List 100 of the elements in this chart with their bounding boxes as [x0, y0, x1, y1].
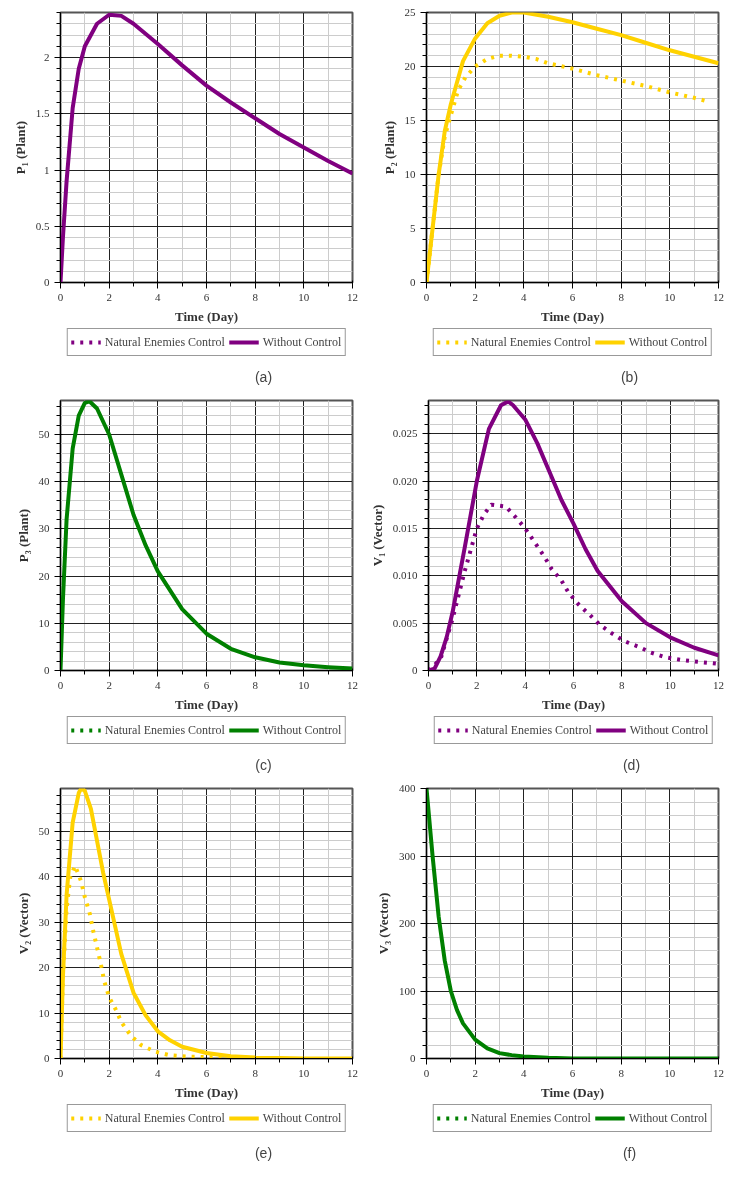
x-tick-label: 6 [569, 1066, 576, 1079]
x-axis-title: Time (Day) [175, 308, 238, 324]
y-tick-label: 200 [399, 917, 416, 929]
x-tick-label: 0 [425, 678, 432, 691]
x-tick-label: 12 [347, 290, 358, 303]
x-tick-label: 2 [106, 1066, 112, 1079]
x-axis-title: Time (Day) [542, 696, 605, 712]
y-tick-label: 0.020 [392, 474, 418, 487]
x-tick-label: 2 [472, 1066, 478, 1079]
x-axis-title: Time (Day) [541, 1084, 604, 1100]
x-tick-label: 0 [57, 678, 64, 691]
text: (e) [254, 1144, 273, 1161]
text: (c) [255, 756, 272, 773]
y-tick-label: 0.5 [35, 219, 50, 232]
y-tick-label: 20 [38, 569, 50, 582]
legend-label: Without Control [262, 722, 342, 738]
y-tick-label: 0.010 [392, 569, 418, 582]
y-tick-label: 15 [404, 114, 416, 126]
legend-label: Without Control [629, 722, 709, 738]
legend-label: Natural Enemies Control [104, 1110, 225, 1126]
y-tick-label: 30 [38, 915, 50, 928]
y-tick-label: 1 [44, 163, 50, 176]
y-tick-label: 100 [399, 984, 416, 997]
y-tick-label: 5 [410, 222, 416, 234]
x-tick-label: 12 [347, 678, 358, 691]
y-tick-label: 10 [38, 1006, 50, 1019]
x-tick-label: 10 [664, 290, 676, 303]
y-tick-label: 300 [399, 849, 416, 862]
x-tick-label: 4 [155, 1066, 162, 1079]
x-tick-label: 6 [203, 678, 210, 691]
x-tick-label: 8 [619, 678, 626, 691]
legend-label: Without Control [628, 334, 708, 350]
y-tick-label: 10 [38, 616, 50, 629]
x-tick-label: 0 [57, 290, 64, 303]
y-tick-label: 40 [38, 475, 50, 488]
y-tick-label: 0 [44, 664, 50, 676]
x-tick-label: 10 [298, 290, 310, 303]
y-tick-label: 0.025 [392, 427, 418, 440]
x-tick-label: 12 [713, 290, 724, 303]
x-axis-title: Time (Day) [541, 308, 604, 324]
y-tick-label: 400 [399, 782, 416, 794]
y-tick-label: 40 [38, 870, 50, 883]
x-tick-label: 12 [347, 1066, 358, 1079]
x-tick-label: 2 [474, 678, 480, 691]
legend-label: Natural Enemies Control [471, 722, 592, 738]
y-axis-title: P₂ (Plant) [381, 120, 397, 175]
x-tick-label: 10 [664, 1066, 676, 1079]
x-tick-label: 10 [664, 678, 677, 691]
x-tick-label: 8 [252, 678, 259, 691]
y-tick-label: 25 [404, 6, 416, 18]
x-tick-label: 2 [106, 290, 112, 303]
x-axis-title: Time (Day) [175, 696, 238, 712]
legend-label: Natural Enemies Control [104, 722, 225, 738]
y-tick-label: 20 [38, 961, 50, 974]
y-tick-label: 0 [44, 276, 50, 288]
y-tick-label: 50 [38, 825, 50, 838]
y-tick-label: 0 [44, 1052, 50, 1064]
y-tick-label: 30 [38, 522, 50, 535]
y-tick-label: 2 [44, 51, 50, 63]
y-tick-label: 0 [412, 664, 418, 676]
legend-label: Without Control [262, 334, 342, 350]
text: (b) [620, 368, 639, 385]
x-tick-label: 4 [155, 678, 162, 691]
text: (d) [622, 756, 641, 773]
legend-label: Without Control [262, 1110, 342, 1126]
y-tick-label: 0.005 [392, 616, 418, 629]
y-tick-label: 0 [410, 1052, 416, 1064]
x-tick-label: 2 [472, 290, 478, 303]
y-axis-title: P₁ (Plant) [12, 120, 28, 175]
x-tick-label: 8 [618, 1066, 625, 1079]
x-tick-label: 8 [618, 290, 625, 303]
x-tick-label: 6 [569, 290, 576, 303]
x-tick-label: 10 [298, 1066, 310, 1079]
x-tick-label: 0 [423, 1066, 430, 1079]
x-tick-label: 8 [252, 1066, 259, 1079]
y-tick-label: 10 [404, 168, 416, 180]
y-tick-label: 0 [410, 276, 416, 288]
y-tick-label: 1.5 [35, 107, 50, 120]
x-tick-label: 4 [521, 1066, 528, 1079]
y-tick-label: 50 [38, 427, 50, 440]
x-tick-label: 8 [252, 290, 259, 303]
x-tick-label: 2 [106, 678, 112, 691]
x-tick-label: 0 [423, 290, 430, 303]
x-tick-label: 12 [713, 1066, 724, 1079]
legend-label: Without Control [628, 1110, 708, 1126]
x-tick-label: 0 [57, 1066, 64, 1079]
x-axis-title: Time (Day) [175, 1084, 238, 1100]
legend-label: Natural Enemies Control [470, 334, 591, 350]
legend-label: Natural Enemies Control [104, 334, 225, 350]
legend-label: Natural Enemies Control [470, 1110, 591, 1126]
x-tick-label: 6 [203, 290, 210, 303]
x-tick-label: 4 [522, 678, 529, 691]
x-tick-label: 4 [521, 290, 528, 303]
y-axis-title: P₃ (Plant) [15, 508, 31, 563]
x-tick-label: 6 [570, 678, 577, 691]
text: (f) [622, 1144, 637, 1161]
text: (a) [254, 368, 273, 385]
x-tick-label: 6 [203, 1066, 210, 1079]
x-tick-label: 4 [155, 290, 162, 303]
y-tick-label: 0.015 [392, 521, 418, 534]
